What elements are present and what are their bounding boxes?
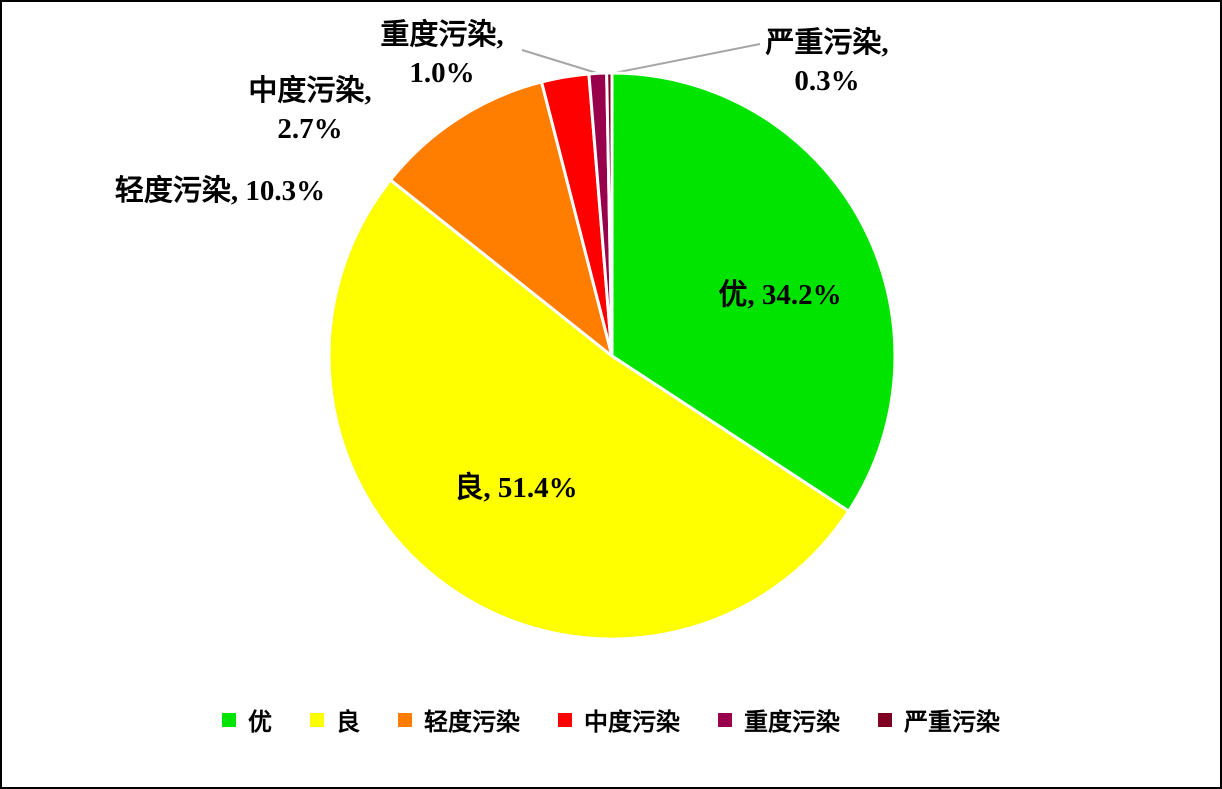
data-label: 良, 51.4% [454, 472, 578, 504]
legend-swatch [398, 712, 412, 727]
data-label: 中度污染, 2.7% [248, 75, 372, 145]
legend-item: 重度污染 [718, 702, 840, 737]
legend: 优 良 轻度污染 中度污染 重度污染 严重污染 [2, 702, 1220, 737]
legend-swatch [310, 712, 324, 727]
pie-slice [388, 80, 615, 360]
legend-label: 严重污染 [904, 708, 1000, 736]
legend-item: 优 [222, 702, 272, 737]
leader-line [521, 49, 601, 75]
legend-swatch [222, 712, 236, 727]
legend-label: 优 [248, 708, 272, 736]
legend-label: 中度污染 [584, 708, 680, 736]
legend-item: 良 [310, 702, 360, 737]
legend-swatch [718, 712, 732, 727]
legend-swatch [558, 712, 572, 727]
legend-item: 严重污染 [878, 702, 1000, 737]
data-label: 优, 34.2% [718, 279, 842, 311]
pie-slice [605, 71, 614, 357]
legend-swatch [878, 712, 892, 727]
leader-line [608, 43, 761, 75]
legend-label: 重度污染 [744, 708, 840, 736]
legend-label: 轻度污染 [424, 708, 520, 736]
data-label: 严重污染, 0.3% [765, 27, 889, 97]
data-label: 轻度污染, 10.3% [114, 175, 326, 207]
pie-slice [327, 177, 851, 641]
legend-item: 轻度污染 [398, 702, 520, 737]
legend-label: 良 [336, 708, 360, 736]
data-label: 重度污染, 1.0% [380, 19, 504, 89]
legend-item: 中度污染 [558, 702, 680, 737]
